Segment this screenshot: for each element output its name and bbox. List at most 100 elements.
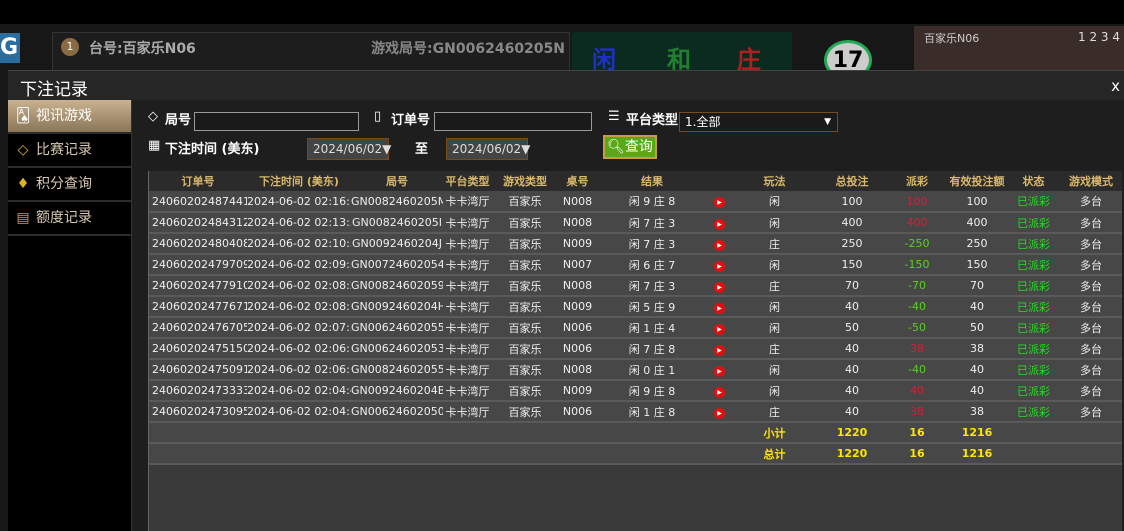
header-video — [707, 171, 732, 191]
cell-result: 闲 7 庄 3 — [597, 275, 707, 297]
empty-cell — [707, 443, 732, 465]
cell-total-bet: 50 — [817, 317, 887, 339]
empty-cell — [1007, 422, 1060, 444]
platform-select[interactable]: 1.全部 ▼ — [679, 112, 838, 132]
sidebar-item-label: 比赛记录 — [36, 142, 92, 158]
cell-bet-type: 闲 — [732, 212, 817, 234]
cell-payout: -40 — [887, 359, 947, 381]
cell-status: 已派彩 — [1007, 212, 1060, 234]
cell-game-type: 百家乐 — [492, 275, 558, 297]
cell-payout: -50 — [887, 317, 947, 339]
video-thumbnail[interactable]: 百家乐N06 1 2 3 4 — [914, 26, 1124, 76]
empty-cell — [351, 443, 443, 465]
order-input[interactable] — [434, 112, 592, 131]
cell-status: 已派彩 — [1007, 191, 1060, 213]
sidebar-item-credit-records[interactable]: ▤ 额度记录 — [8, 202, 131, 236]
sidebar-item-match-records[interactable]: ◇ 比赛记录 — [8, 134, 131, 168]
cell-valid-bet: 150 — [947, 254, 1007, 276]
cell-game-type: 百家乐 — [492, 338, 558, 360]
cell-platform: 卡卡湾厅 — [443, 317, 492, 339]
cell-table-no: N007 — [558, 254, 597, 276]
play-video-icon[interactable]: ▶ — [714, 197, 725, 208]
cell-round-no: GN0092460204H — [351, 296, 443, 318]
play-video-icon[interactable]: ▶ — [714, 386, 725, 398]
play-video-icon[interactable]: ▶ — [714, 218, 725, 230]
play-video-icon[interactable]: ▶ — [714, 281, 725, 293]
cell-bet-type: 闲 — [732, 296, 817, 318]
cell-bet-time: 2024-06-02 02:08:15 — [247, 296, 351, 318]
cell-bet-time: 2024-06-02 02:07:30 — [247, 317, 351, 339]
search-icon: 🔍︎ — [607, 139, 625, 155]
cell-game-type: 百家乐 — [492, 233, 558, 255]
cell-order-no: 240602024730953 — [149, 401, 247, 423]
date-from-select[interactable]: 2024/06/02▼ — [307, 138, 391, 160]
cell-round-no: GN0092460204B — [351, 380, 443, 402]
subtotal-total-bet: 1220 — [817, 422, 887, 444]
table-index: 1 — [61, 38, 79, 56]
date-to-select[interactable]: 2024/06/02▼ — [446, 138, 530, 160]
order-label: 订单号 — [391, 113, 431, 128]
cards-icon: 🂡 — [15, 108, 31, 124]
cell-payout: -40 — [887, 296, 947, 318]
cell-order-no: 240602024751507 — [149, 338, 247, 360]
cell-game-type: 百家乐 — [492, 380, 558, 402]
play-video-icon[interactable]: ▶ — [714, 239, 725, 251]
round-input[interactable] — [194, 112, 359, 131]
play-video-icon[interactable]: ▶ — [714, 302, 725, 314]
cell-result: 闲 7 庄 3 — [597, 233, 707, 255]
video-cell: ▶ — [707, 338, 732, 360]
cell-valid-bet: 400 — [947, 212, 1007, 234]
cell-game-type: 百家乐 — [492, 212, 558, 234]
sidebar-item-video-games[interactable]: 🂡 视讯游戏 — [8, 100, 137, 134]
play-video-icon[interactable]: ▶ — [714, 260, 725, 272]
cell-valid-bet: 38 — [947, 338, 1007, 360]
tie-label: 和 — [667, 46, 691, 74]
cell-bet-type: 闲 — [732, 254, 817, 276]
cell-platform: 卡卡湾厅 — [443, 380, 492, 402]
play-video-icon[interactable]: ▶ — [714, 323, 725, 335]
modal-header: 下注记录 x — [8, 70, 1124, 100]
video-cell: ▶ — [707, 233, 732, 255]
header-status: 状态 — [1007, 171, 1060, 191]
empty-cell — [1007, 443, 1060, 465]
cell-result: 闲 0 庄 1 — [597, 359, 707, 381]
sidebar-item-label: 积分查询 — [36, 176, 92, 192]
sidebar-item-points[interactable]: ♦ 积分查询 — [8, 168, 131, 202]
video-cell: ▶ — [707, 191, 732, 213]
cell-valid-bet: 250 — [947, 233, 1007, 255]
empty-cell — [247, 443, 351, 465]
cell-total-bet: 40 — [817, 296, 887, 318]
play-video-icon[interactable]: ▶ — [714, 344, 725, 356]
play-video-icon[interactable]: ▶ — [714, 365, 725, 377]
cell-result: 闲 9 庄 8 — [597, 380, 707, 402]
cell-round-no: GN00724602054 — [351, 254, 443, 276]
cell-result: 闲 1 庄 4 — [597, 317, 707, 339]
to-label: 至 — [415, 142, 429, 157]
cell-status: 已派彩 — [1007, 296, 1060, 318]
empty-cell — [597, 443, 707, 465]
cell-bet-time: 2024-06-02 02:04:32 — [247, 401, 351, 423]
query-button[interactable]: 🔍︎查询 — [603, 135, 657, 159]
empty-cell — [492, 443, 558, 465]
empty-cell — [443, 443, 492, 465]
video-cell: ▶ — [707, 401, 732, 423]
play-video-icon[interactable]: ▶ — [714, 407, 725, 419]
table-header: 订单号 下注时间 (美东) 局号 平台类型 游戏类型 桌号 结果 玩法 总投注 派彩 有效投注额 状态… — [149, 171, 1122, 191]
cell-platform: 卡卡湾厅 — [443, 191, 492, 213]
cell-table-no: N008 — [558, 275, 597, 297]
cell-round-no: GN0082460205M — [351, 191, 443, 213]
close-icon[interactable]: x — [1111, 77, 1120, 95]
cell-total-bet: 40 — [817, 359, 887, 381]
header-game-type: 游戏类型 — [492, 171, 558, 191]
records-table: 订单号 下注时间 (美东) 局号 平台类型 游戏类型 桌号 结果 玩法 总投注 派彩 有效投注额 状态… — [148, 171, 1122, 531]
cell-status: 已派彩 — [1007, 275, 1060, 297]
cell-valid-bet: 100 — [947, 191, 1007, 213]
video-cell: ▶ — [707, 359, 732, 381]
cell-status: 已派彩 — [1007, 254, 1060, 276]
cell-order-no: 240602024797091 — [149, 254, 247, 276]
